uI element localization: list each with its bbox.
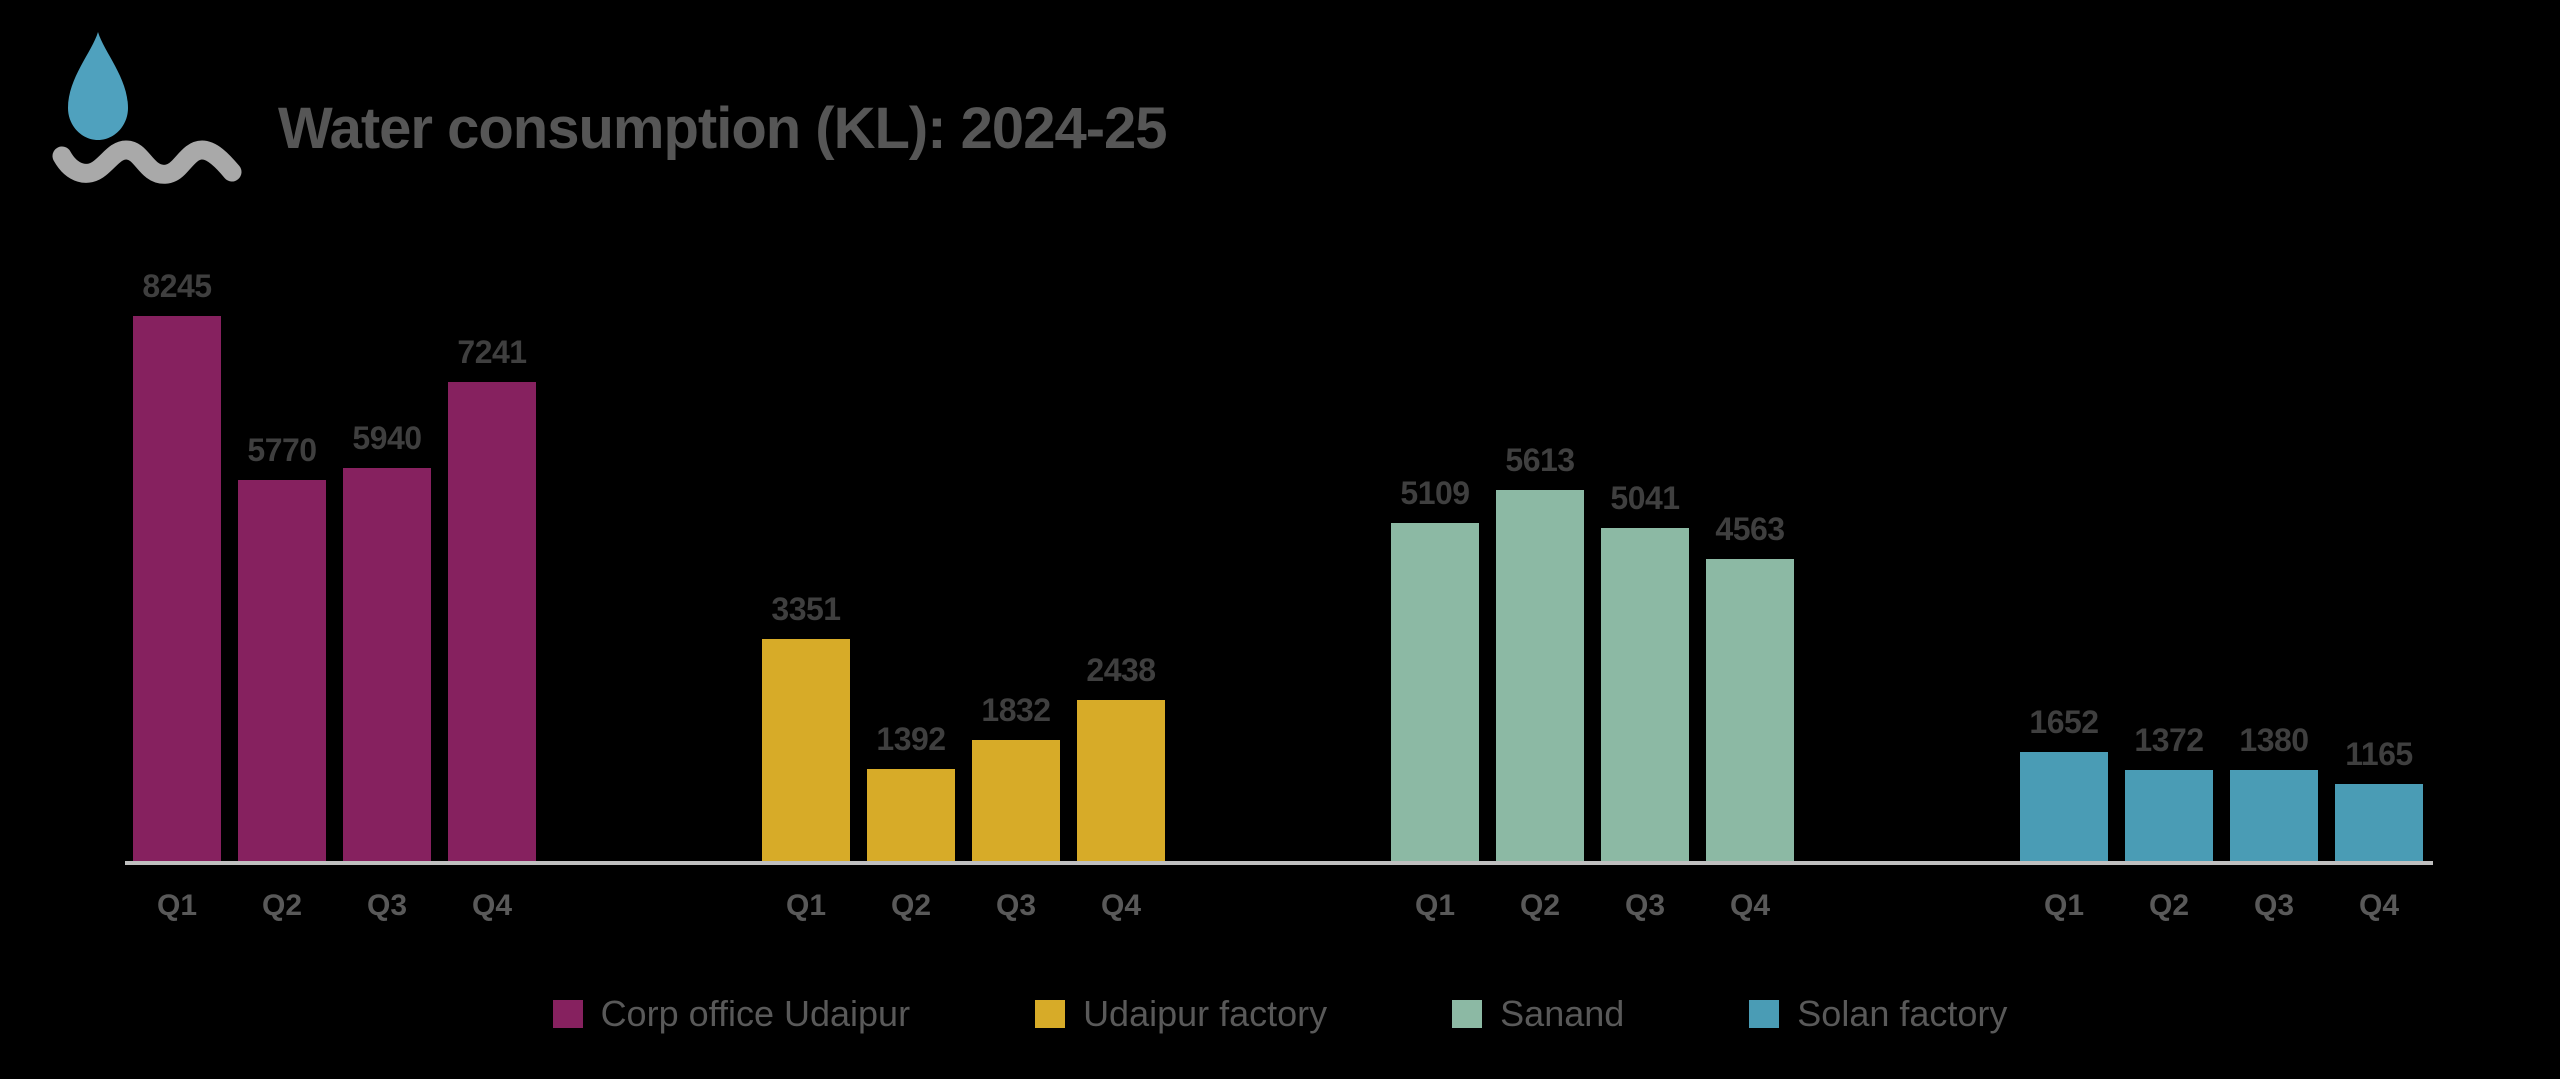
bar-column: 8245 — [133, 270, 221, 861]
bar-value-label: 1372 — [2134, 722, 2204, 758]
x-axis-tick-label: Q1 — [2043, 889, 2085, 922]
wave-icon — [52, 140, 242, 184]
legend-item: Solan factory — [1749, 996, 2007, 1032]
bar — [762, 639, 850, 861]
bar — [972, 740, 1060, 861]
bar-column: 4563 — [1706, 513, 1794, 861]
bar — [238, 480, 326, 861]
x-axis-tick-label: Q4 — [1729, 889, 1771, 922]
legend-swatch — [552, 1000, 583, 1028]
bar-column: 1652 — [2020, 706, 2108, 861]
bar-value-label: 2438 — [1086, 652, 1156, 688]
bar — [2230, 770, 2318, 861]
x-axis-tick-label: Q1 — [156, 889, 198, 922]
bar — [2125, 770, 2213, 861]
bar-column: 5770 — [238, 434, 326, 861]
legend-label: Corp office Udaipur — [600, 993, 911, 1034]
bar-group-4: 1652 1372 1380 1165 — [2020, 706, 2423, 861]
legend-item: Corp office Udaipur — [552, 993, 911, 1034]
x-axis-line — [125, 861, 2433, 865]
bar-value-label: 1832 — [981, 692, 1051, 728]
bar — [343, 468, 431, 861]
x-axis-tick-row: Q1 Q2 Q3 Q4 — [133, 888, 536, 924]
chart-title: Water consumption (KL): 2024-25 — [278, 96, 1168, 161]
bar-value-label: 5109 — [1400, 475, 1470, 511]
water-logo-icon — [52, 32, 242, 184]
water-drop-icon — [68, 32, 128, 140]
bar-column: 3351 — [762, 593, 850, 861]
x-axis-tick-row: Q1 Q2 Q3 Q4 — [1391, 888, 1794, 924]
x-axis-tick-label: Q3 — [2253, 889, 2295, 922]
bar-group-3: 5109 5613 5041 4563 — [1391, 444, 1794, 861]
bar-column: 2438 — [1077, 654, 1165, 861]
bar-value-label: 3351 — [771, 591, 841, 627]
bar — [867, 769, 955, 861]
bar-column: 5613 — [1496, 444, 1584, 861]
bar-column: 1380 — [2230, 724, 2318, 861]
bar-column: 1372 — [2125, 724, 2213, 861]
legend-swatch — [1035, 1000, 1066, 1028]
legend-label: Sanand — [1500, 993, 1625, 1034]
bar-value-label: 5041 — [1610, 480, 1680, 516]
x-axis-tick-label: Q3 — [366, 889, 408, 922]
bar-column: 1832 — [972, 694, 1060, 861]
bar — [448, 382, 536, 861]
x-axis-tick-label: Q3 — [1624, 889, 1666, 922]
bar-value-label: 4563 — [1715, 511, 1785, 547]
bar — [2335, 784, 2423, 861]
bar — [1496, 490, 1584, 861]
bar-value-label: 1392 — [876, 721, 946, 757]
legend: Corp office Udaipur Udaipur factory Sanand… — [0, 996, 2560, 1032]
x-axis-tick-label: Q2 — [890, 889, 932, 922]
bar — [1706, 559, 1794, 861]
x-axis-tick-row: Q1 Q2 Q3 Q4 — [2020, 888, 2423, 924]
legend-label: Solan factory — [1797, 993, 2008, 1034]
x-axis-tick-label: Q1 — [785, 889, 827, 922]
x-axis-tick-label: Q2 — [1519, 889, 1561, 922]
x-axis-tick-label: Q4 — [2358, 889, 2400, 922]
bar-column: 5041 — [1601, 482, 1689, 861]
bar-column: 1165 — [2335, 738, 2423, 861]
bar-value-label: 8245 — [142, 268, 212, 304]
bar-value-label: 7241 — [457, 334, 527, 370]
bar-value-label: 1380 — [2239, 722, 2309, 758]
x-axis-tick-label: Q4 — [1100, 889, 1142, 922]
bar-value-label: 1165 — [2345, 736, 2413, 772]
bar-group-2: 3351 1392 1832 2438 — [762, 593, 1165, 861]
bar — [2020, 752, 2108, 861]
legend-swatch — [1749, 1000, 1780, 1028]
bar — [1391, 523, 1479, 861]
legend-item: Udaipur factory — [1035, 996, 1327, 1032]
bar-column: 5109 — [1391, 477, 1479, 861]
bar-value-label: 5770 — [247, 432, 317, 468]
bar-value-label: 5940 — [352, 420, 422, 456]
x-axis-tick-label: Q2 — [261, 889, 303, 922]
bar-column: 1392 — [867, 723, 955, 861]
bar-column: 5940 — [343, 422, 431, 861]
legend-swatch — [1452, 1000, 1483, 1028]
bar-column: 7241 — [448, 336, 536, 861]
x-axis-tick-label: Q4 — [471, 889, 513, 922]
bar — [1077, 700, 1165, 861]
x-axis-tick-label: Q1 — [1414, 889, 1456, 922]
legend-label: Udaipur factory — [1083, 993, 1328, 1034]
x-axis-tick-row: Q1 Q2 Q3 Q4 — [762, 888, 1165, 924]
bar-value-label: 1652 — [2029, 704, 2099, 740]
legend-item: Sanand — [1452, 996, 1624, 1032]
bar-value-label: 5613 — [1505, 442, 1575, 478]
bar — [133, 316, 221, 861]
x-axis-tick-label: Q3 — [995, 889, 1037, 922]
x-axis-tick-label: Q2 — [2148, 889, 2190, 922]
bar — [1601, 528, 1689, 861]
bar-group-1: 8245 5770 5940 7241 — [133, 270, 536, 861]
